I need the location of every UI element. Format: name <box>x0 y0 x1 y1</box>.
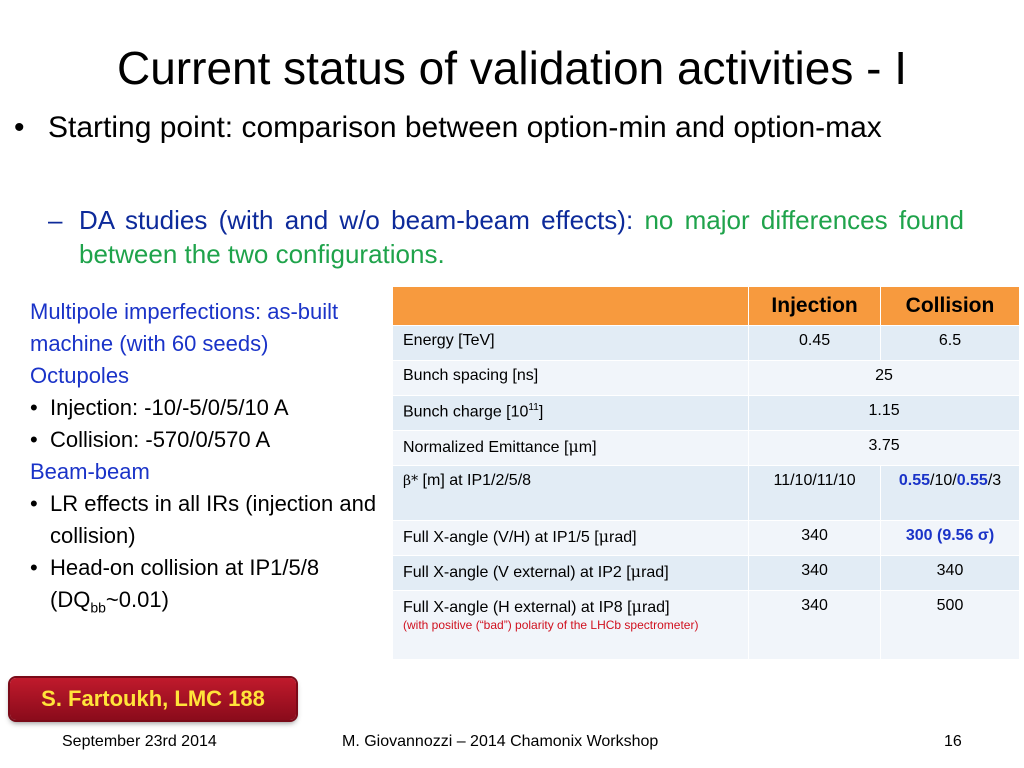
collision-cell: 300 (9.56 σ) <box>880 520 1020 556</box>
octupoles-heading: Octupoles <box>30 363 130 388</box>
collision-cell: 500 <box>880 590 1020 660</box>
param-cell: Full X-angle (V/H) at IP1/5 [μrad] <box>391 520 750 556</box>
sub-bullet-green-text: no major differences found between the t… <box>79 205 964 269</box>
footer-date: September 23rd 2014 <box>62 733 217 750</box>
parameter-table: Injection Collision Energy [TeV] 0.45 6.… <box>391 286 1020 660</box>
multipole-text: Multipole imperfections: as-built machin… <box>30 299 339 356</box>
beambeam-headon: Head-on collision at IP1/5/8 (DQbb~0.01) <box>50 555 320 616</box>
table-row: β* [m] at IP1/2/5/8 11/10/11/10 0.55/10/… <box>391 465 1020 521</box>
param-cell: β* [m] at IP1/2/5/8 <box>391 465 750 521</box>
sub-bullet-text: DA studies (with and w/o beam-beam effec… <box>79 203 964 271</box>
table-row: Energy [TeV] 0.45 6.5 <box>391 325 1020 361</box>
beambeam-lr: LR effects in all IRs (injection and col… <box>50 491 377 548</box>
bullet-text: Starting point: comparison between optio… <box>48 111 882 144</box>
header-collision: Collision <box>880 286 1020 326</box>
header-injection: Injection <box>748 286 882 326</box>
octupole-injection: Injection: -10/-5/0/5/10 A <box>50 395 289 420</box>
table-row: Bunch charge [1011] 1.15 <box>391 395 1020 431</box>
injection-cell: 11/10/11/10 <box>748 465 882 521</box>
header-blank <box>391 286 750 326</box>
injection-cell: 340 <box>748 520 882 556</box>
merged-value-cell: 1.15 <box>748 395 1020 431</box>
octupole-collision: Collision: -570/0/570 A <box>50 427 271 452</box>
param-cell: Full X-angle (H external) at IP8 [μrad](… <box>391 590 750 660</box>
table-row: Full X-angle (V external) at IP2 [μrad] … <box>391 555 1020 591</box>
table-row: Full X-angle (V/H) at IP1/5 [μrad] 340 3… <box>391 520 1020 556</box>
table-note: (with positive (“bad”) polarity of the L… <box>403 618 699 632</box>
page-number: 16 <box>944 733 962 750</box>
list-item: • Injection: -10/-5/0/5/10 A <box>30 395 289 420</box>
beambeam-heading: Beam-beam <box>30 459 150 484</box>
injection-cell: 0.45 <box>748 325 882 361</box>
sub-dash: – <box>48 205 63 235</box>
list-item: • Collision: -570/0/570 A <box>30 427 271 452</box>
param-cell: Bunch spacing [ns] <box>391 360 750 396</box>
list-item: • LR effects in all IRs (injection and co… <box>30 491 377 548</box>
param-cell: Bunch charge [1011] <box>391 395 750 431</box>
collision-cell: 0.55/10/0.55/3 <box>880 465 1020 521</box>
slide-title: Current status of validation activities … <box>117 42 907 94</box>
footer-author: M. Giovannozzi – 2014 Chamonix Workshop <box>342 733 659 750</box>
left-panel: Multipole imperfections: as-built machin… <box>30 296 382 623</box>
injection-cell: 340 <box>748 555 882 591</box>
table-row: Full X-angle (H external) at IP8 [μrad](… <box>391 590 1020 660</box>
merged-value-cell: 3.75 <box>748 430 1020 466</box>
list-item: • Head-on collision at IP1/5/8 (DQbb~0.01… <box>30 555 320 616</box>
param-cell: Energy [TeV] <box>391 325 750 361</box>
reference-badge: S. Fartoukh, LMC 188 <box>10 678 296 720</box>
collision-cell: 6.5 <box>880 325 1020 361</box>
bullet-dot: • <box>14 111 25 144</box>
table-row: Bunch spacing [ns] 25 <box>391 360 1020 396</box>
sub-bullet-blue-text: DA studies (with and w/o beam-beam effec… <box>79 205 645 235</box>
param-cell: Normalized Emittance [μm] <box>391 430 750 466</box>
collision-cell: 340 <box>880 555 1020 591</box>
merged-value-cell: 25 <box>748 360 1020 396</box>
param-cell: Full X-angle (V external) at IP2 [μrad] <box>391 555 750 591</box>
injection-cell: 340 <box>748 590 882 660</box>
table-header-row: Injection Collision <box>391 286 1020 326</box>
table-row: Normalized Emittance [μm] 3.75 <box>391 430 1020 466</box>
